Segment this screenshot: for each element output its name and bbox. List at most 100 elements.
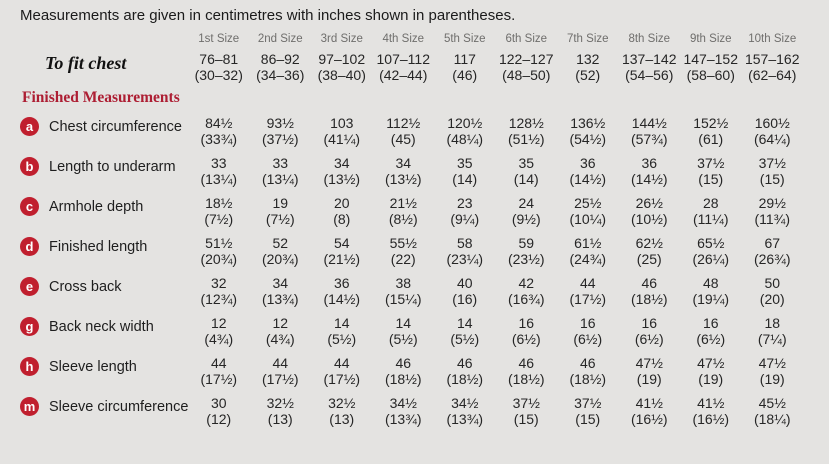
value-inches: (21½): [323, 250, 361, 267]
value-cm: 117: [453, 51, 476, 67]
size-column-header: 5th Size: [443, 33, 486, 45]
measurement-value: 24 (9½): [496, 195, 558, 227]
value-cm: 34½: [451, 395, 479, 411]
measurement-label: Finished length: [49, 238, 148, 255]
measurement-value: 55½ (22): [373, 235, 435, 267]
value-inches: (7¼): [757, 330, 787, 347]
measurement-value: 67 (26¾): [742, 235, 804, 267]
value-inches: (30–32): [194, 66, 243, 83]
value-cm: 47½: [697, 355, 725, 371]
measurement-row-b: b Length to underarm 33 (13¼) 33 (13¼) 34 (13½)…: [20, 155, 829, 187]
value-inches: (8½): [388, 210, 418, 227]
measurement-value: 32½ (13): [311, 395, 373, 427]
value-inches: (51½): [507, 130, 545, 147]
to-fit-chest-value: 76–81 (30–32): [188, 51, 250, 83]
value-cm: 47½: [635, 355, 663, 371]
value-cm: 34: [395, 155, 412, 171]
value-inches: (26¾): [753, 250, 791, 267]
value-cm: 34½: [389, 395, 417, 411]
value-inches: (23¼): [446, 250, 484, 267]
measurement-value: 50 (20): [742, 275, 804, 307]
measurement-value: 45½ (18¼): [742, 395, 804, 427]
value-cm: 14: [333, 315, 350, 331]
to-fit-chest-value: 132 (52): [557, 51, 619, 83]
value-inches: (20¾): [200, 250, 238, 267]
value-cm: 46: [641, 275, 658, 291]
value-cm: 55½: [389, 235, 417, 251]
value-cm: 36: [333, 275, 350, 291]
measurement-label-cell: g Back neck width: [20, 316, 188, 336]
value-inches: (4¾): [265, 330, 295, 347]
measurement-value: 54 (21½): [311, 235, 373, 267]
measurement-label: Sleeve circumference: [49, 398, 189, 415]
value-inches: (16): [452, 290, 478, 307]
measurement-value: 47½ (19): [619, 355, 681, 387]
size-header-row: 1st Size 2nd Size 3rd Size 4th Size 5th Size…: [20, 33, 829, 45]
value-inches: (18½): [569, 370, 607, 387]
value-cm: 30: [210, 395, 227, 411]
value-cm: 50: [764, 275, 781, 291]
value-cm: 19: [272, 195, 289, 211]
value-cm: 152½: [693, 115, 729, 131]
value-cm: 26½: [635, 195, 663, 211]
value-inches: (10¼): [569, 210, 607, 227]
value-inches: (54½): [569, 130, 607, 147]
value-inches: (37½): [261, 130, 299, 147]
measurement-value: 16 (6½): [557, 315, 619, 347]
measurement-value: 32½ (13): [250, 395, 312, 427]
measurement-value: 23 (9¼): [434, 195, 496, 227]
value-inches: (48¼): [446, 130, 484, 147]
measurement-value: 65½ (26¼): [680, 235, 742, 267]
measurement-label: Cross back: [49, 278, 122, 295]
value-inches: (17½): [569, 290, 607, 307]
value-cm: 137–142: [621, 51, 677, 67]
measurement-value: 136½ (54½): [557, 115, 619, 147]
value-inches: (16¾): [507, 290, 545, 307]
measurement-value: 51½ (20¾): [188, 235, 250, 267]
value-cm: 34: [272, 275, 289, 291]
measurement-value: 38 (15¼): [373, 275, 435, 307]
value-inches: (13½): [323, 170, 361, 187]
measurement-label-cell: e Cross back: [20, 276, 188, 296]
value-cm: 33: [210, 155, 227, 171]
intro-text: Measurements are given in centimetres wi…: [20, 7, 516, 24]
value-cm: 52: [272, 235, 289, 251]
value-inches: (12¾): [200, 290, 238, 307]
measurement-value: 42 (16¾): [496, 275, 558, 307]
measurement-value: 34 (13¾): [250, 275, 312, 307]
value-cm: 40: [456, 275, 473, 291]
measurement-value: 46 (18½): [496, 355, 558, 387]
value-inches: (5½): [327, 330, 357, 347]
value-cm: 36: [641, 155, 658, 171]
value-inches: (14): [452, 170, 478, 187]
value-inches: (18½): [630, 290, 668, 307]
value-inches: (15): [513, 410, 539, 427]
measurement-value: 144½ (57¾): [619, 115, 681, 147]
value-cm: 14: [456, 315, 473, 331]
measurement-value: 29½ (11¾): [742, 195, 804, 227]
measurement-value: 14 (5½): [434, 315, 496, 347]
row-key-badge: h: [20, 357, 39, 376]
value-cm: 24: [518, 195, 535, 211]
value-inches: (14½): [569, 170, 607, 187]
value-cm: 122–127: [498, 51, 554, 67]
measurement-label-cell: d Finished length: [20, 236, 188, 256]
value-cm: 37½: [758, 155, 786, 171]
value-inches: (17½): [261, 370, 299, 387]
value-cm: 132: [576, 51, 600, 67]
value-cm: 32½: [266, 395, 294, 411]
value-cm: 46: [518, 355, 535, 371]
value-inches: (15): [759, 170, 785, 187]
value-cm: 44: [210, 355, 227, 371]
value-inches: (45): [390, 130, 416, 147]
row-key-badge: m: [20, 397, 39, 416]
measurement-row-m: m Sleeve circumference 30 (12) 32½ (13) 32½ (13…: [20, 395, 829, 427]
value-inches: (5½): [388, 330, 418, 347]
value-inches: (13): [329, 410, 355, 427]
value-cm: 58: [456, 235, 473, 251]
measurement-value: 44 (17½): [311, 355, 373, 387]
value-inches: (19): [759, 370, 785, 387]
measurement-value: 40 (16): [434, 275, 496, 307]
value-inches: (10½): [630, 210, 668, 227]
measurement-label-cell: c Armhole depth: [20, 196, 188, 216]
